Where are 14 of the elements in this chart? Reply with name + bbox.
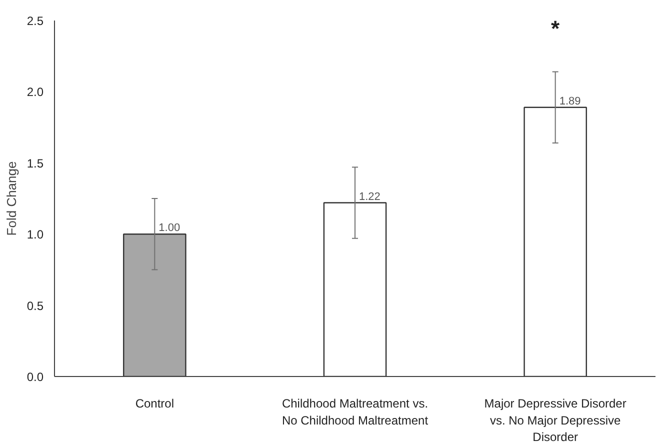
x-tick-label: Major Depressive Disorder vs. No Major Depressive Disorder xyxy=(484,396,626,444)
y-axis-title: Fold Change xyxy=(4,161,19,236)
y-tick-label: 0.0 xyxy=(26,370,44,384)
y-tick-label: 0.5 xyxy=(26,298,44,313)
y-tick-label: 2.0 xyxy=(26,85,44,100)
data-label: 1.22 xyxy=(359,190,380,203)
y-tick-label: 1.5 xyxy=(26,156,44,170)
data-label: 1.00 xyxy=(158,222,180,234)
x-tick-label: Childhood Maltreatment vs. No Childhood Maltreatment xyxy=(282,396,429,428)
data-label: 1.89 xyxy=(559,95,581,108)
annotation: * xyxy=(551,16,560,41)
x-tick-label: Control xyxy=(135,396,174,410)
y-tick-label: 2.5 xyxy=(26,14,44,28)
y-tick-label: 1.0 xyxy=(26,228,44,242)
